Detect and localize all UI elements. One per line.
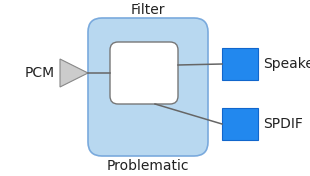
Bar (222, 48, 258, 80)
Text: Filter: Filter (131, 3, 165, 17)
Text: SPDIF: SPDIF (263, 117, 303, 131)
Bar (222, 108, 258, 140)
Text: PCM: PCM (25, 66, 55, 80)
Polygon shape (60, 59, 88, 87)
Text: Problematic: Problematic (107, 159, 189, 173)
Text: Speaker: Speaker (263, 57, 310, 71)
FancyBboxPatch shape (110, 42, 178, 104)
FancyBboxPatch shape (88, 18, 208, 156)
